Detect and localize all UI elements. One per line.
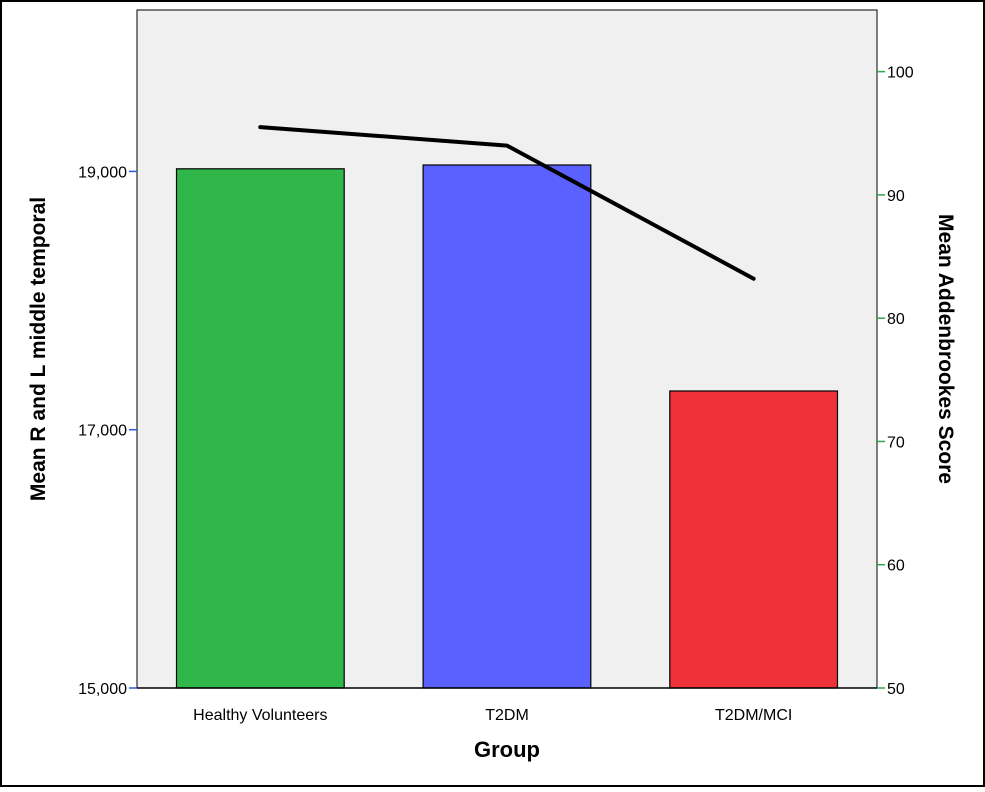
y2-tick-label: 100 <box>887 65 914 82</box>
bar-t2dm-mci <box>669 390 839 689</box>
x-axis: Healthy Volunteers T2DM T2DM/MCI <box>137 687 877 724</box>
bars <box>175 164 839 689</box>
y-tick-label: 17,000 <box>78 423 127 440</box>
y2-axis-title: Mean Addenbrookes Score <box>934 214 957 484</box>
y2-tick-label: 90 <box>887 188 905 205</box>
right-axis: 50 60 70 80 90 100 <box>877 65 914 698</box>
line-series <box>258 125 756 281</box>
y2-tick-label: 60 <box>887 558 905 575</box>
x-tick-label: Healthy Volunteers <box>193 707 327 724</box>
y-axis-title: Mean R and L middle temporal <box>27 197 50 501</box>
bar-healthy-volunteers <box>175 168 345 689</box>
x-tick-label: T2DM <box>485 707 529 724</box>
bar-t2dm <box>422 164 592 689</box>
y-tick-label: 15,000 <box>78 681 127 698</box>
y2-tick-label: 50 <box>887 681 905 698</box>
x-axis-title: Group <box>474 737 540 762</box>
x-tick-label: T2DM/MCI <box>715 707 792 724</box>
addenbrookes-line <box>258 125 756 281</box>
y2-tick-label: 80 <box>887 311 905 328</box>
y2-tick-label: 70 <box>887 434 905 451</box>
left-axis: 15,000 17,000 19,000 <box>78 164 137 698</box>
y-tick-label: 19,000 <box>78 164 127 181</box>
